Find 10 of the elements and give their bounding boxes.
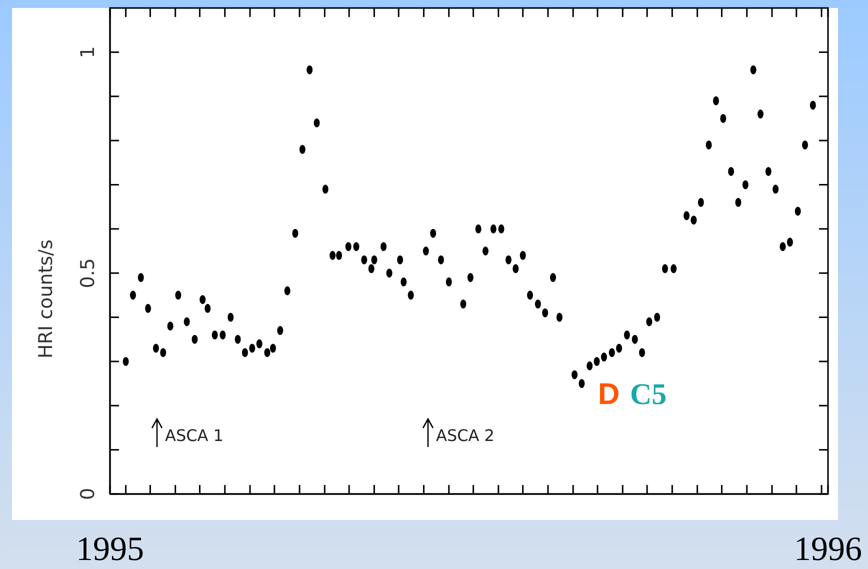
y-tick-label: 1 [77,46,99,58]
annotation: D [598,378,620,411]
y-axis-title: HRI counts/s [35,240,57,358]
y-tick-label: 0 [77,488,99,500]
annotation: ASCA 2 [436,426,494,445]
annotation: ASCA 1 [165,426,224,445]
annotation: C5 [630,378,667,411]
y-tick-label: 0.5 [77,258,99,288]
x-tick-label: 1996 [794,531,862,568]
x-tick-label: 1995 [76,531,144,568]
